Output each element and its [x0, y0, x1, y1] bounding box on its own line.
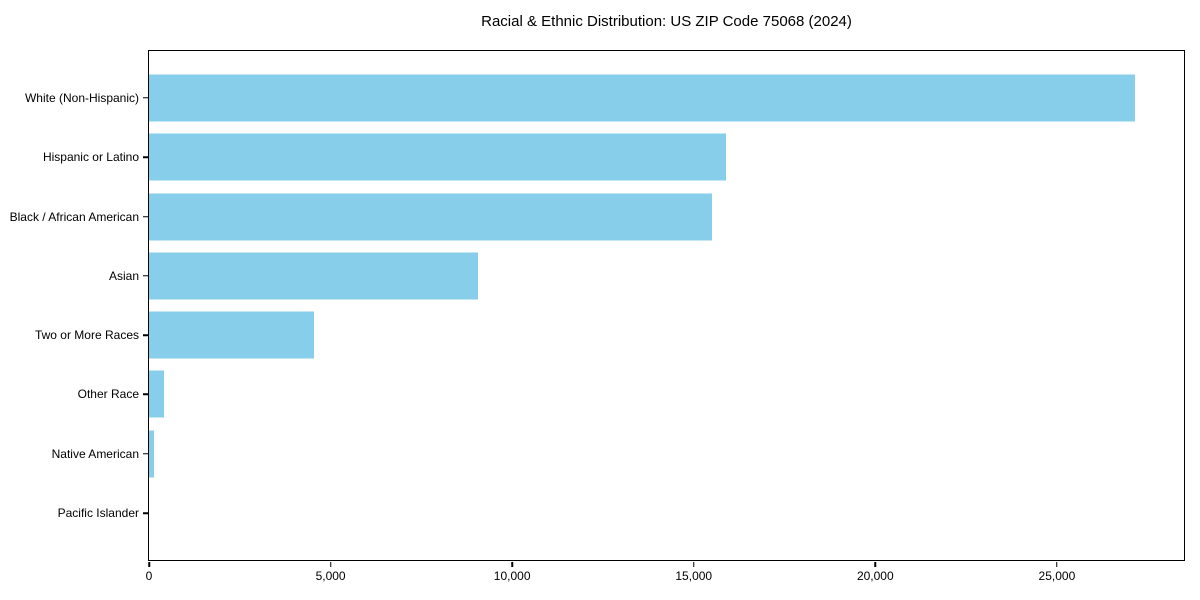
x-tick-label: 15,000	[675, 569, 713, 583]
y-tick-label: Other Race	[77, 387, 139, 402]
x-tick-mark	[1056, 561, 1058, 567]
x-tick-label: 10,000	[493, 569, 531, 583]
x-tick-mark	[148, 561, 150, 567]
x-tick-label: 5,000	[315, 569, 346, 583]
bar-other-race	[149, 370, 164, 418]
chart-title: Racial & Ethnic Distribution: US ZIP Cod…	[481, 13, 852, 30]
bar-black-african-american	[149, 193, 712, 240]
y-tick-label: Pacific Islander	[57, 506, 139, 521]
y-tick-label: Asian	[108, 268, 139, 283]
y-tick-label: Black / African American	[9, 209, 139, 224]
x-tick-label: 0	[145, 569, 153, 583]
x-tick-mark	[329, 561, 332, 567]
y-tick-label: White (Non-Hispanic)	[24, 90, 139, 105]
y-tick-label: Two or More Races	[34, 328, 139, 343]
y-tick-mark	[142, 512, 148, 514]
x-tick-mark	[692, 561, 695, 567]
y-tick-mark	[142, 393, 148, 396]
x-tick-mark	[874, 561, 877, 567]
x-tick-label: 20,000	[856, 569, 894, 583]
y-tick-mark	[142, 275, 148, 277]
y-tick-mark	[142, 97, 148, 99]
y-tick-mark	[142, 453, 148, 455]
y-tick-mark	[142, 334, 148, 336]
y-tick-mark	[142, 156, 148, 158]
bars-layer	[149, 51, 1184, 560]
axes-layer: White (Non-Hispanic) Hispanic or Latino Bl…	[10, 51, 1184, 583]
plot-area: White (Non-Hispanic) Hispanic or Latino Bl…	[10, 50, 1185, 583]
x-tick-label: 25,000	[1038, 569, 1076, 583]
bar-two-or-more-races	[149, 311, 315, 359]
y-tick-mark	[142, 215, 148, 218]
x-tick-mark	[511, 561, 513, 567]
y-tick-label: Hispanic or Latino	[42, 150, 139, 165]
bar-asian	[149, 252, 478, 300]
bar-white-non-hispanic	[149, 74, 1135, 122]
y-tick-label: Native American	[51, 446, 139, 461]
bar-hispanic-or-latino	[149, 133, 727, 181]
bar-native-american	[149, 430, 155, 478]
